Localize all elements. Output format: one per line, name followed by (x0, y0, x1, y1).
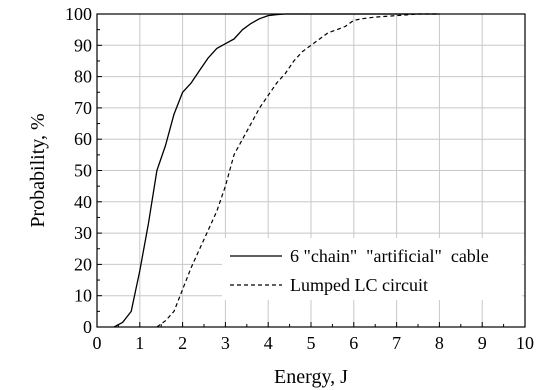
y-tick-label: 30 (74, 223, 92, 243)
x-tick-label: 5 (307, 333, 316, 353)
x-tick-label: 4 (264, 333, 273, 353)
x-tick-label: 0 (93, 333, 102, 353)
y-tick-label: 90 (74, 35, 92, 55)
x-axis-label: Energy, J (274, 366, 348, 388)
y-tick-label: 50 (74, 161, 92, 181)
legend-label-chain-cable: 6 "chain" "artificial" cable (290, 246, 489, 266)
y-tick-label: 20 (74, 254, 92, 274)
x-tick-label: 8 (435, 333, 444, 353)
series-line-1 (156, 13, 440, 328)
x-tick-label: 6 (349, 333, 358, 353)
legend-background (222, 238, 522, 300)
y-tick-label: 100 (65, 4, 92, 24)
y-tick-label: 0 (83, 317, 92, 337)
x-tick-label: 9 (478, 333, 487, 353)
x-tick-label: 7 (392, 333, 401, 353)
legend-label-lumped-lc: Lumped LC circuit (290, 275, 428, 295)
y-tick-label: 10 (74, 286, 92, 306)
y-tick-label: 60 (74, 129, 92, 149)
grid (97, 14, 525, 327)
x-tick-label: 3 (221, 333, 230, 353)
y-tick-label: 80 (74, 67, 92, 87)
x-tick-label: 1 (135, 333, 144, 353)
y-tick-label: 40 (74, 192, 92, 212)
x-tick-label: 2 (178, 333, 187, 353)
x-tick-label: 10 (516, 333, 534, 353)
legend: 6 "chain" "artificial" cable Lumped LC c… (222, 238, 522, 300)
y-tick-label: 70 (74, 98, 92, 118)
y-axis-label: Probability, % (27, 113, 49, 227)
